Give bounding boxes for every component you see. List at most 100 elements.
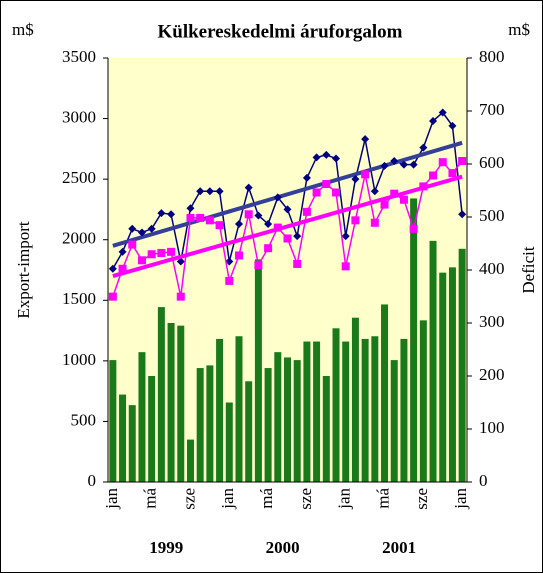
bar [439, 272, 447, 482]
y2-axis-label: Deficit [519, 246, 538, 293]
bar [264, 368, 272, 482]
marker [205, 216, 214, 225]
y2-unit: m$ [508, 20, 530, 39]
y2-tick-label: 800 [479, 47, 505, 66]
y2-tick-label: 600 [479, 153, 505, 172]
marker [205, 187, 214, 196]
marker [147, 224, 156, 233]
trend-line [112, 140, 463, 248]
marker [399, 195, 408, 204]
y2-tick-label: 200 [479, 365, 505, 384]
bar [458, 248, 466, 482]
bar [245, 381, 253, 482]
marker [351, 216, 360, 225]
marker [176, 292, 185, 301]
marker [341, 262, 350, 271]
y-axis-label: Export-import [14, 221, 33, 319]
x-tick-label: má [141, 488, 160, 509]
marker [273, 223, 282, 232]
bar [303, 341, 311, 482]
bar [400, 338, 408, 482]
y-tick-label: 500 [71, 410, 97, 429]
y-tick-label: 2500 [62, 168, 96, 187]
bar [351, 317, 359, 482]
marker [225, 276, 234, 285]
marker [458, 210, 467, 219]
bar [410, 198, 418, 482]
marker [254, 261, 263, 270]
bar [274, 352, 282, 482]
bar [109, 360, 117, 482]
x-tick-label: jan [451, 488, 470, 510]
marker [283, 205, 292, 214]
marker [361, 135, 370, 144]
year-label: 2000 [266, 538, 300, 557]
marker [264, 244, 273, 253]
bar [381, 304, 389, 482]
bar [429, 240, 437, 482]
bar [225, 402, 233, 482]
y-tick-label: 2000 [62, 229, 96, 248]
marker [322, 179, 331, 188]
marker [390, 189, 399, 198]
marker [108, 264, 117, 273]
marker [370, 187, 379, 196]
y2-tick-label: 400 [479, 259, 505, 278]
y2-tick-label: 500 [479, 206, 505, 225]
bar [361, 338, 369, 482]
x-tick-label: jan [335, 488, 354, 510]
y-tick-label: 1000 [62, 350, 96, 369]
x-tick-label: má [373, 488, 392, 509]
bar [138, 352, 146, 482]
bar [167, 323, 175, 482]
x-tick-label: jan [218, 488, 237, 510]
x-tick-label: sze [412, 488, 431, 510]
x-tick-label: sze [179, 488, 198, 510]
marker [293, 232, 302, 241]
marker [234, 251, 243, 260]
trend-line [112, 174, 463, 278]
marker [196, 187, 205, 196]
y2-tick-label: 700 [479, 100, 505, 119]
y-tick-label: 3500 [62, 47, 96, 66]
marker [147, 250, 156, 259]
bar [284, 357, 291, 482]
marker [283, 234, 292, 243]
marker [332, 188, 341, 197]
y2-tick-label: 100 [479, 418, 505, 437]
marker [302, 173, 311, 182]
marker [438, 108, 447, 117]
marker [264, 219, 273, 228]
marker [419, 182, 428, 191]
marker [341, 232, 350, 241]
bar [254, 259, 262, 482]
bar [390, 360, 398, 482]
marker [176, 257, 185, 266]
bar [148, 376, 156, 482]
marker [458, 156, 467, 165]
marker [186, 204, 195, 213]
marker [244, 183, 253, 192]
marker [419, 143, 428, 152]
marker [215, 187, 224, 196]
marker [118, 247, 127, 256]
marker [215, 221, 224, 230]
year-label: 1999 [149, 538, 183, 557]
marker [332, 154, 341, 163]
bar [235, 336, 243, 482]
bar [216, 338, 224, 482]
marker [448, 121, 457, 130]
chart-title: Külkereskedelmi áruforgalom [157, 21, 402, 42]
y-tick-label: 0 [88, 471, 97, 490]
marker [108, 292, 117, 301]
marker [128, 240, 137, 249]
marker [244, 210, 253, 219]
bar [186, 439, 194, 482]
x-tick-label: jan [102, 488, 121, 510]
marker [429, 171, 438, 180]
y-tick-label: 3000 [62, 107, 96, 126]
bar [419, 320, 427, 482]
y-unit: m$ [12, 20, 34, 39]
marker [157, 209, 166, 218]
